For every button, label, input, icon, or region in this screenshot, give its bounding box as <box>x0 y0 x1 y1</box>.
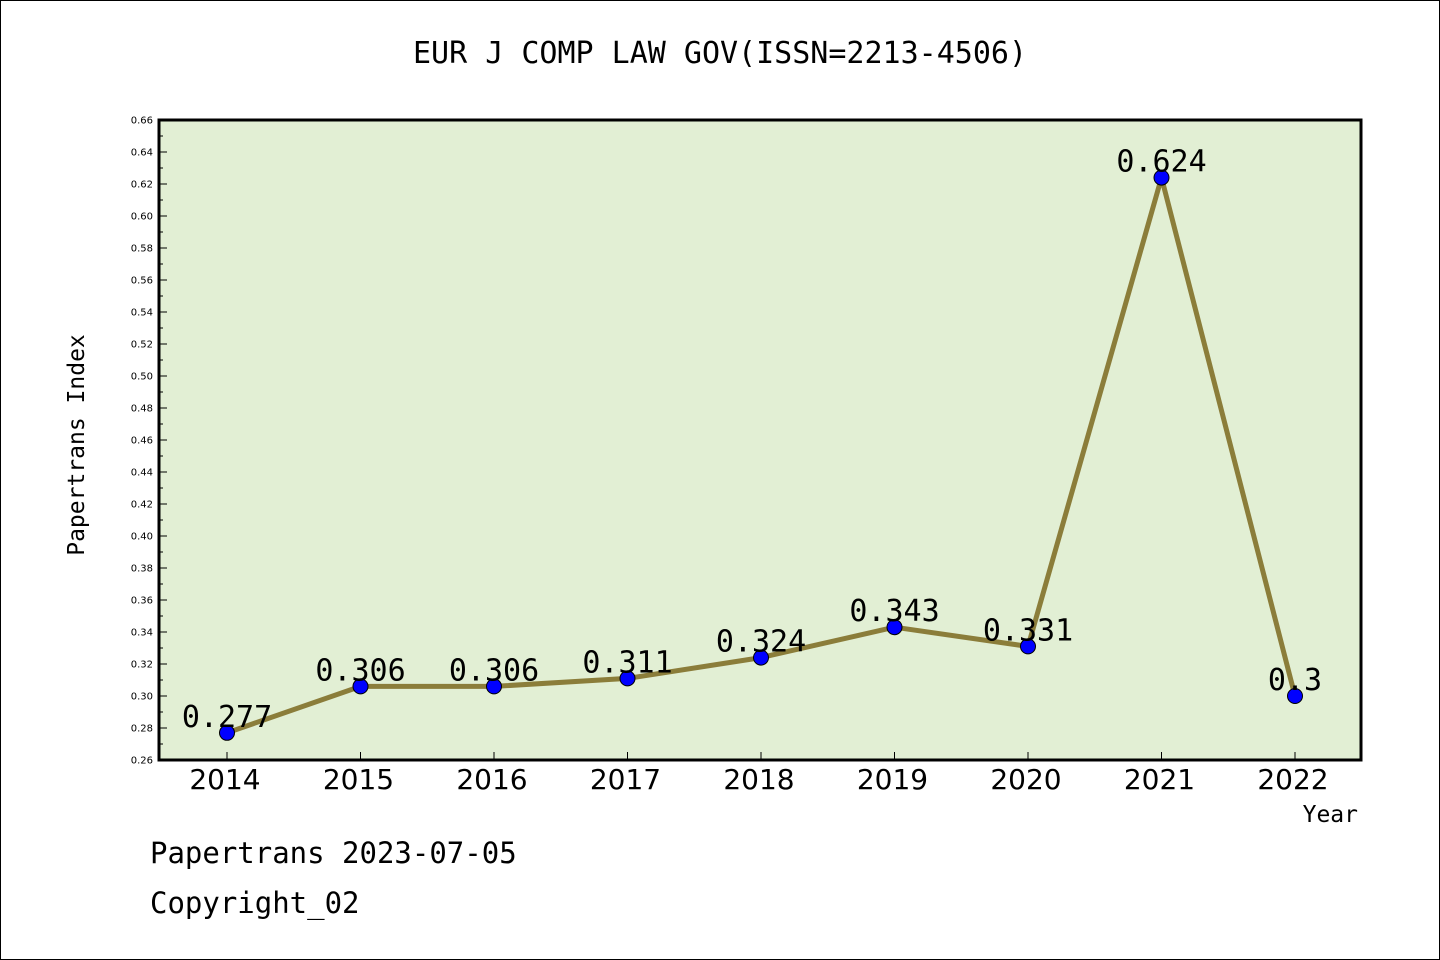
data-point <box>753 649 769 666</box>
y-tick-label: 0.46 <box>131 436 153 447</box>
x-tick-label: 2019 <box>857 763 928 796</box>
plot-border <box>157 118 1363 762</box>
y-tick-label: 0.26 <box>131 756 153 767</box>
data-label: 0.306 <box>449 653 539 688</box>
y-tick-label: 0.30 <box>131 692 153 703</box>
data-label: 0.3 <box>1268 663 1322 698</box>
x-tick-label: 2018 <box>723 763 794 796</box>
y-tick-label: 0.40 <box>131 532 153 543</box>
y-tick-label: 0.38 <box>131 564 153 575</box>
x-axis-label: Year <box>1302 802 1358 828</box>
footer-date: Papertrans 2023-07-05 <box>150 836 517 870</box>
y-tick-label: 0.42 <box>131 500 153 511</box>
y-tick-label: 0.54 <box>131 308 153 319</box>
y-tick-label: 0.48 <box>131 404 153 415</box>
data-point <box>886 619 903 636</box>
data-point <box>619 670 636 687</box>
data-label: 0.624 <box>1116 145 1206 180</box>
y-tick-label: 0.36 <box>131 596 153 607</box>
x-tick-label: 2016 <box>456 763 527 796</box>
data-point <box>486 678 502 695</box>
x-tick-label: 2014 <box>189 763 260 796</box>
y-tick-label: 0.32 <box>131 660 153 671</box>
data-point <box>1287 688 1303 704</box>
data-label: 0.306 <box>315 653 405 688</box>
data-point <box>1153 169 1170 186</box>
data-label: 0.277 <box>182 700 272 735</box>
y-tick-label: 0.66 <box>131 116 153 127</box>
y-tick-label: 0.60 <box>131 212 153 223</box>
y-tick-label: 0.50 <box>131 372 153 383</box>
data-label: 0.311 <box>582 645 672 680</box>
x-tick-label: 2022 <box>1257 763 1328 796</box>
data-point <box>1020 638 1036 655</box>
y-tick-label: 0.62 <box>131 180 153 191</box>
x-tick-label: 2015 <box>323 763 394 796</box>
footer-copyright: Copyright_02 <box>150 886 360 920</box>
data-point <box>219 724 235 741</box>
data-label: 0.343 <box>849 594 939 629</box>
x-tick-label: 2020 <box>990 763 1061 796</box>
y-tick-label: 0.58 <box>131 244 153 255</box>
data-label: 0.324 <box>716 625 806 660</box>
data-label: 0.331 <box>983 613 1073 648</box>
y-tick-label: 0.64 <box>131 148 153 159</box>
y-tick-label: 0.34 <box>131 628 153 639</box>
y-tick-label: 0.44 <box>131 468 153 479</box>
y-tick-label: 0.52 <box>131 340 153 351</box>
x-tick-label: 2021 <box>1124 763 1195 796</box>
data-point <box>352 678 369 695</box>
x-tick-label: 2017 <box>590 763 661 796</box>
y-tick-label: 0.28 <box>131 724 153 735</box>
y-tick-label: 0.56 <box>131 276 153 287</box>
chart-title: EUR J COMP LAW GOV(ISSN=2213-4506) <box>412 36 1028 71</box>
